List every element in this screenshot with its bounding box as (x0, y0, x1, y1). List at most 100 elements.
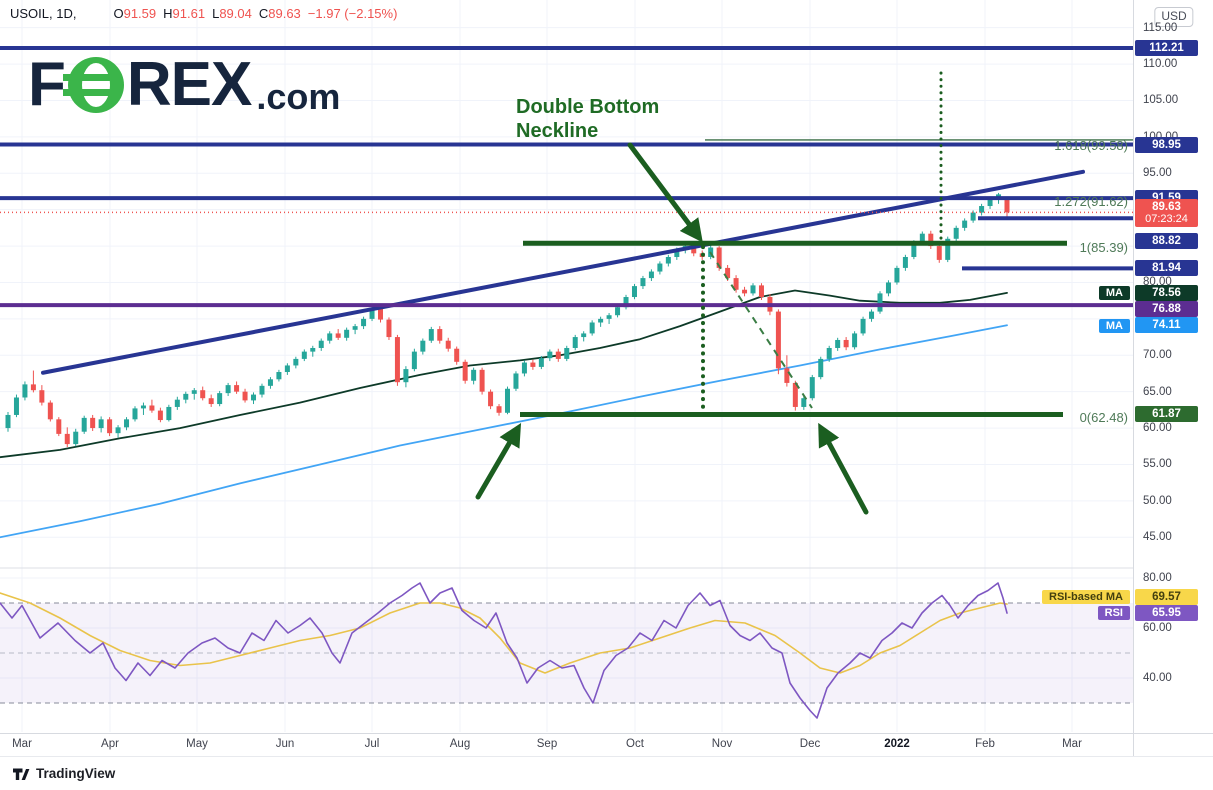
rsi-label-badge: RSI (1097, 606, 1130, 620)
candle-body (174, 399, 180, 407)
candle-body (648, 271, 654, 279)
candle-body (716, 247, 722, 268)
price-tick: 115.00 (1143, 21, 1178, 34)
candle-body (378, 307, 384, 320)
measured-move-dashed-line[interactable] (709, 251, 813, 409)
change-value: −1.97 (−2.15%) (307, 6, 398, 21)
candle-body (183, 393, 189, 400)
pointer-arrow[interactable] (818, 422, 869, 515)
candle-body (98, 419, 104, 429)
high-label: H (163, 6, 173, 21)
candle-body (725, 267, 731, 279)
candle-body (572, 337, 578, 348)
time-axis[interactable]: Mar Apr May Jun Jul Aug Sep Oct Nov Dec 2022 Feb Mar (0, 733, 1133, 757)
attribution-bar: TradingView (0, 756, 1213, 790)
annotation-line1: Double Bottom (516, 96, 660, 118)
candle-body (589, 322, 595, 334)
symbol-title[interactable]: USOIL, 1D, (10, 6, 77, 21)
candle-body (115, 427, 121, 434)
price-tick: 65.00 (1143, 385, 1172, 398)
candle-body (962, 220, 968, 228)
pointer-arrow[interactable] (627, 142, 703, 243)
time-tick: Mar (12, 738, 32, 750)
price-tick: 70.00 (1143, 349, 1172, 362)
time-tick: May (186, 738, 208, 750)
candle-body (335, 333, 341, 338)
candle-body (56, 419, 62, 434)
candle-body (885, 282, 891, 294)
tradingview-link[interactable]: TradingView (36, 766, 116, 781)
rsi-tick: 40.00 (1143, 672, 1172, 684)
candle-body (428, 329, 434, 341)
price-badge-resistance-9895: 98.95 (1135, 136, 1198, 153)
candle-body (674, 249, 680, 257)
candle-body (310, 347, 316, 352)
time-tick: Dec (799, 738, 821, 750)
time-tick: Jun (275, 738, 295, 750)
candle-body (394, 337, 400, 383)
price-axis[interactable]: USD 115.00110.00105.00100.0095.0080.0070… (1133, 0, 1213, 733)
chart-pane: 1.618(99.58) 1.272(91.62) 1(85.39) 0(62.48)… (0, 0, 1133, 733)
rsi-tick: 60.00 (1143, 622, 1172, 634)
candle-body (911, 242, 917, 257)
candle-body (73, 431, 79, 445)
high-value: 91.61 (172, 6, 206, 21)
candle-body (259, 385, 265, 395)
time-tick: 2022 (884, 738, 910, 750)
candle-body (818, 358, 824, 378)
candle-body (784, 368, 790, 383)
candle-body (750, 285, 756, 294)
annotation-line2: Neckline (516, 120, 599, 142)
bar-countdown: 07:23:24 (1145, 213, 1188, 225)
candle-body (225, 385, 231, 394)
candle-body (928, 233, 934, 247)
candle-body (581, 333, 587, 338)
candle-body (276, 372, 282, 380)
price-tick: 45.00 (1143, 531, 1172, 544)
candle-body (5, 414, 11, 429)
pointer-arrow[interactable] (475, 423, 522, 500)
price-badge-ma-fast: 78.56 (1135, 284, 1198, 301)
candle-body (149, 405, 155, 411)
ma-fast-line (0, 289, 1008, 459)
close-value: 89.63 (268, 6, 301, 21)
logo-dotcom: .com (256, 76, 341, 117)
candle-body (801, 398, 807, 407)
price-tick: 55.00 (1143, 458, 1172, 471)
candle-body (894, 267, 900, 283)
currency-button[interactable]: USD (1154, 7, 1194, 27)
candle-body (352, 326, 358, 330)
price-badge-rsi-value: 65.95 (1135, 605, 1198, 621)
candle-body (623, 297, 629, 308)
candle-body (953, 227, 959, 239)
candle-body (733, 278, 739, 290)
candle-body (758, 285, 764, 298)
price-tick: 105.00 (1143, 94, 1179, 107)
candle-body (369, 307, 375, 319)
candle-body (843, 339, 849, 348)
time-tick: Aug (449, 738, 471, 750)
candle-body (640, 278, 646, 287)
price-badge-purple-level-7688: 76.88 (1135, 301, 1198, 317)
candle-body (327, 333, 333, 341)
axis-corner (1133, 733, 1213, 756)
price-chart-canvas[interactable]: 1.618(99.58) 1.272(91.62) 1(85.39) 0(62.48) (0, 0, 1133, 733)
candle-body (284, 365, 290, 373)
double-bottom-annotation[interactable]: Double Bottom Neckline (516, 95, 659, 143)
candle-body (132, 408, 138, 420)
symbol-legend[interactable]: USOIL, 1D, O91.59 H91.61 L89.04 C89.63 −1.97 … (10, 6, 397, 21)
candle-body (13, 397, 19, 415)
candle-body (344, 329, 350, 338)
candle-body (979, 206, 985, 213)
candle-body (513, 373, 519, 389)
candle-body (234, 385, 240, 392)
candle-body (606, 315, 612, 319)
candle-body (521, 362, 527, 374)
candle-body (124, 419, 130, 428)
ascending-trendline[interactable] (41, 169, 1085, 375)
candle-body (251, 394, 257, 401)
candle-body (488, 391, 494, 407)
candle-body (555, 351, 561, 359)
candle-body (437, 329, 443, 341)
